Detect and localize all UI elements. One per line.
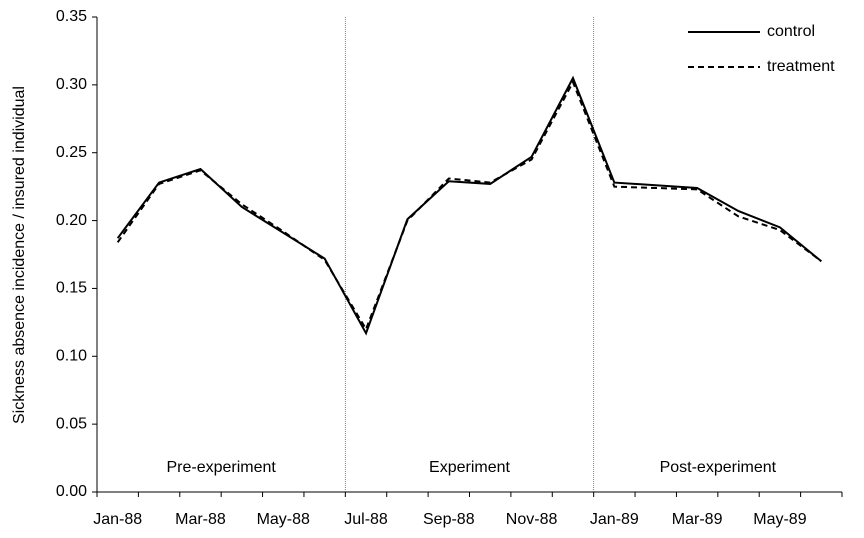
period-label: Experiment (429, 459, 510, 476)
y-tick-label: 0.30 (56, 76, 87, 93)
x-tick-label: Nov-88 (506, 511, 558, 528)
y-tick-label: 0.15 (56, 280, 87, 297)
y-tick-label: 0.20 (56, 212, 87, 229)
x-tick-label: Mar-88 (175, 511, 226, 528)
x-tick-label: Mar-89 (672, 511, 723, 528)
x-tick-label: Jan-88 (93, 511, 142, 528)
period-label: Post-experiment (660, 459, 777, 476)
legend-label: control (767, 23, 815, 40)
y-tick-label: 0.05 (56, 415, 87, 432)
series-line (116, 79, 822, 332)
y-tick-label: 0.25 (56, 144, 87, 161)
x-tick-label: May-88 (257, 511, 310, 528)
series-line (116, 75, 822, 336)
x-tick-label: Sep-88 (423, 511, 475, 528)
y-axis-label: Sickness absence incidence / insured ind… (11, 86, 28, 424)
y-tick-label: 0.00 (56, 483, 87, 500)
legend-label: treatment (767, 58, 835, 75)
x-tick-label: Jan-89 (590, 511, 639, 528)
y-tick-label: 0.35 (56, 8, 87, 25)
x-tick-label: May-89 (753, 511, 806, 528)
x-tick-label: Jul-88 (344, 511, 388, 528)
period-label: Pre-experiment (166, 459, 276, 476)
y-tick-label: 0.10 (56, 348, 87, 365)
